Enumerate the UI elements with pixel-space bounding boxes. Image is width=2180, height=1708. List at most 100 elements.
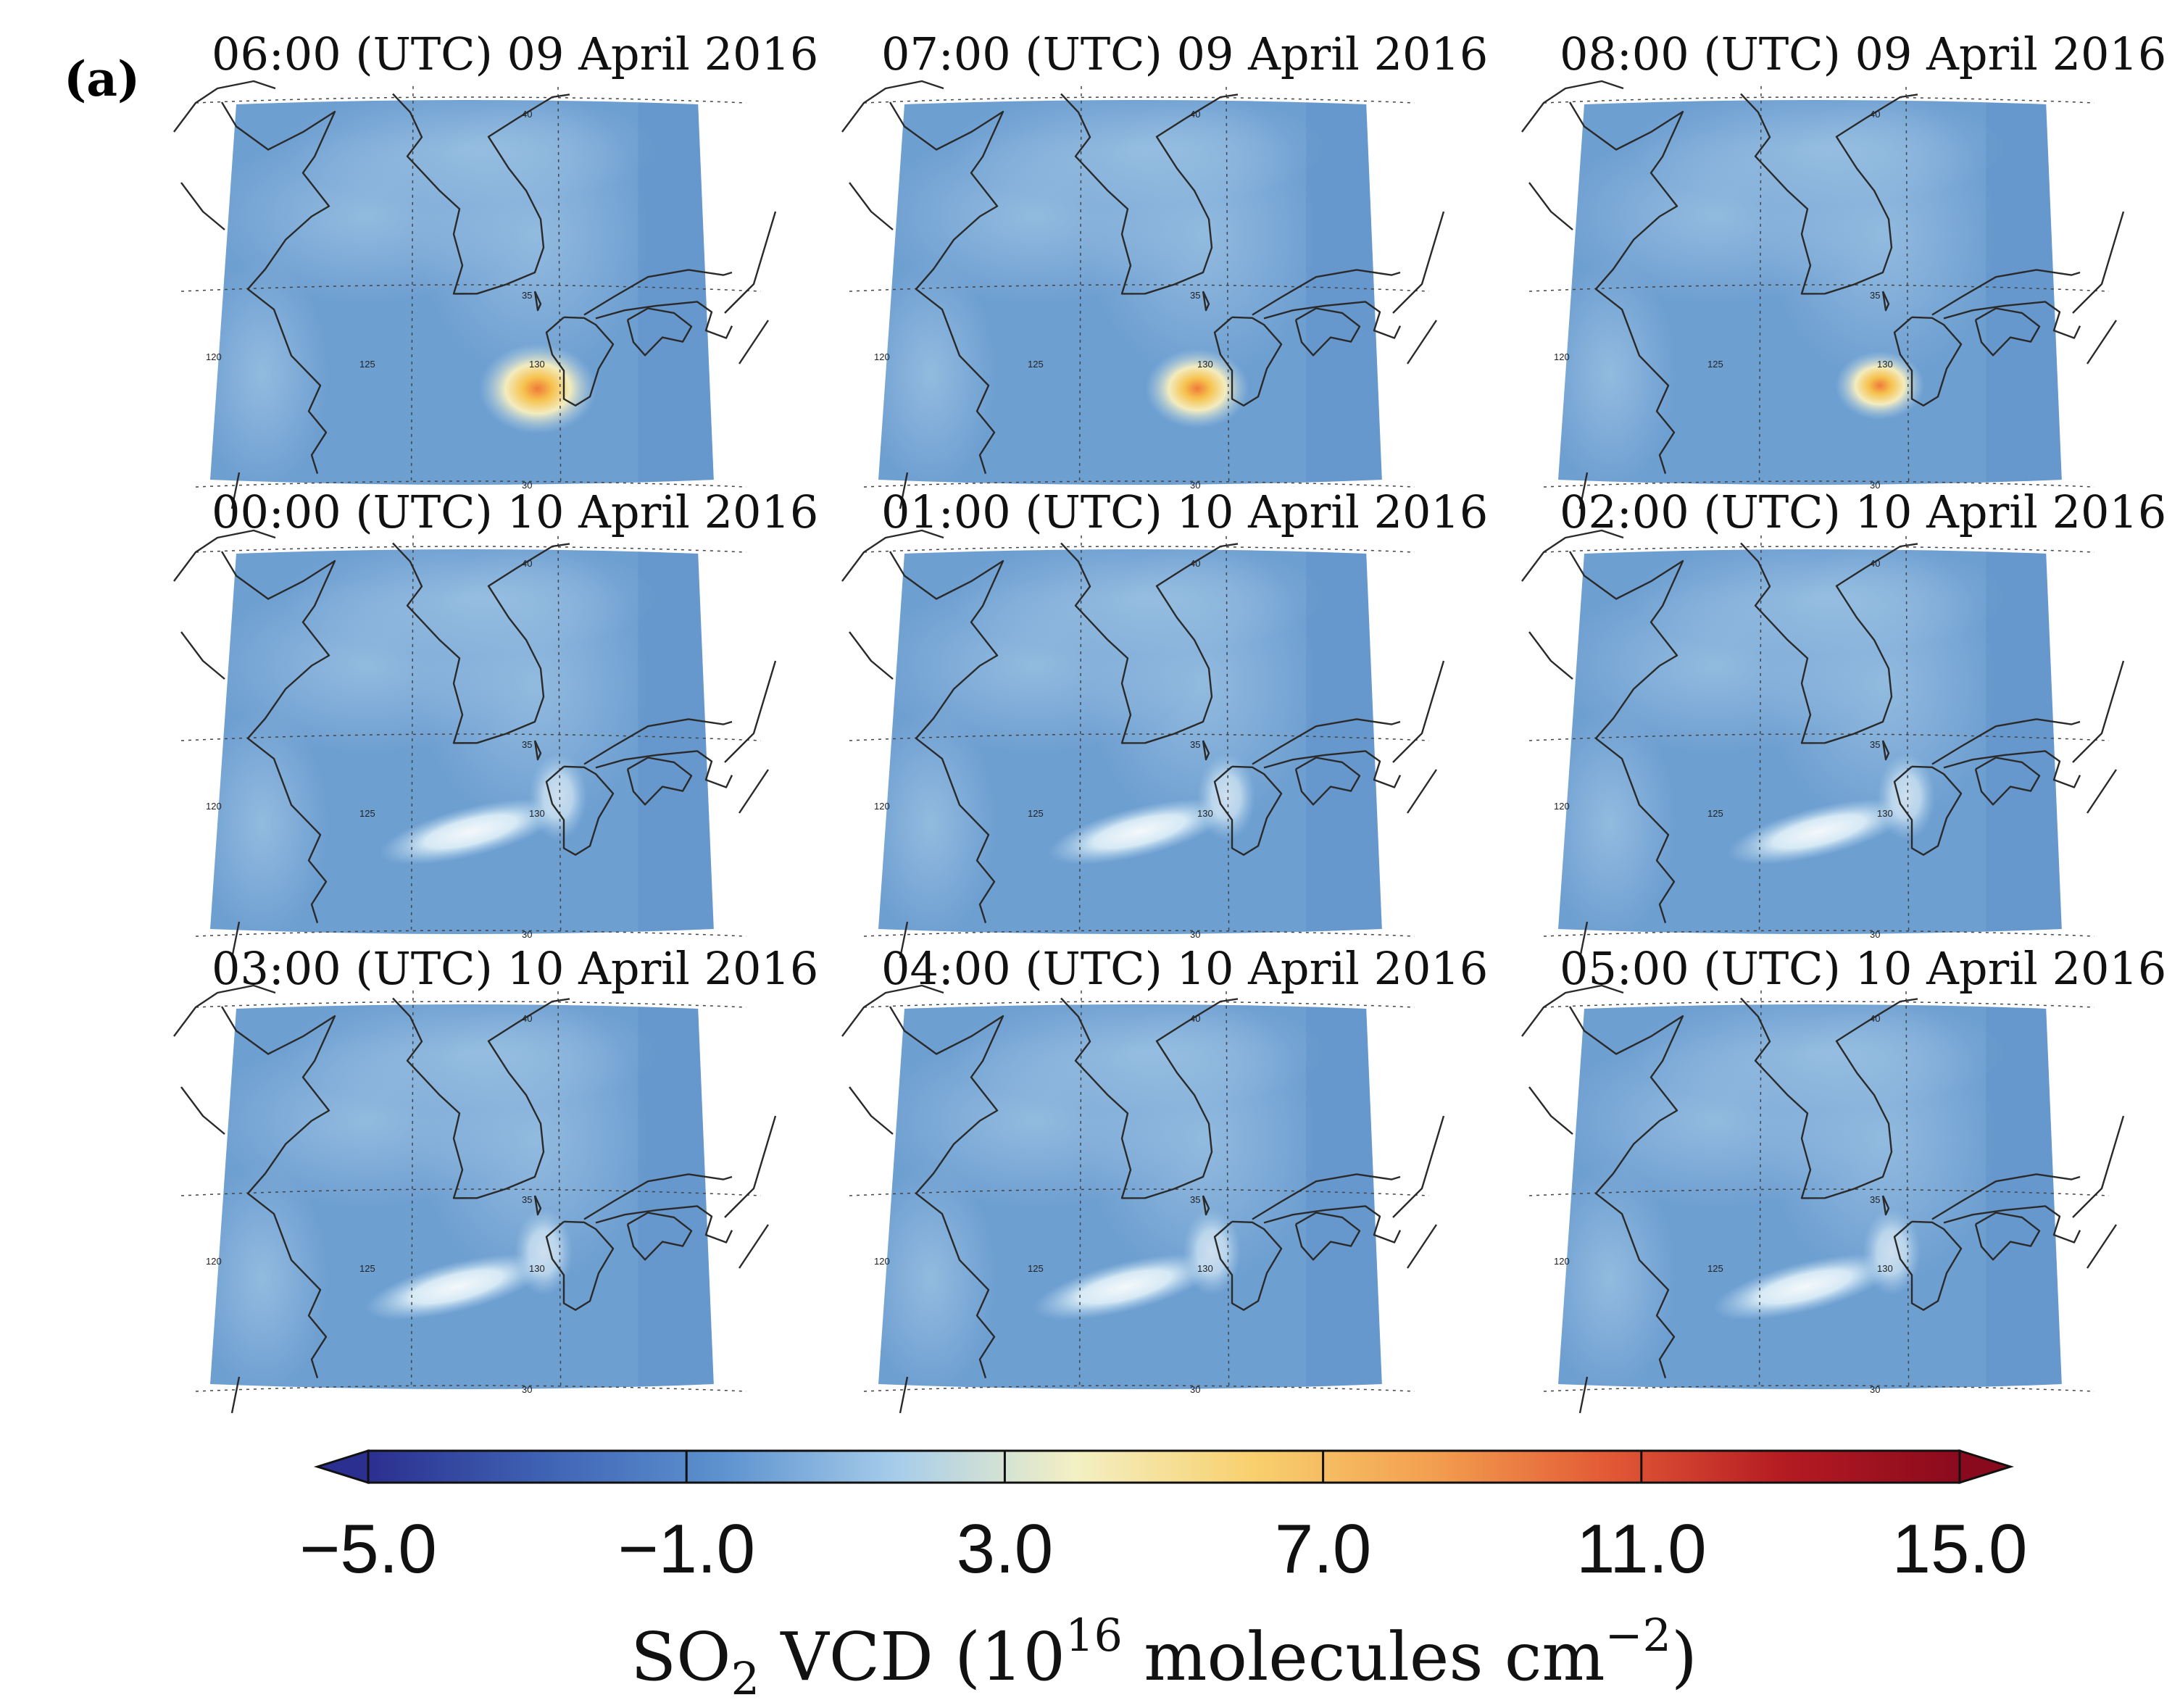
latitude-line: [180, 284, 762, 292]
coastline: [1943, 301, 2081, 339]
coastline-outside: [849, 631, 894, 680]
so2-plume: [1145, 349, 1249, 429]
map-shading: [283, 1004, 660, 1111]
coastline: [583, 718, 733, 765]
coastline: [220, 101, 336, 474]
colorbar: −5.0 −1.0 3.0 7.0 11.0 15.0 SO2 VCD (1016 mol…: [299, 1449, 2027, 1705]
map-shading: [210, 1162, 328, 1389]
map-tick-labels: 120 125 130 40 35 30: [874, 558, 1213, 940]
coastline-outside: [1521, 984, 1624, 1037]
map-tick-labels: 120 125 130 40 35 30: [874, 109, 1213, 491]
so2-plume-tail: [515, 1208, 573, 1296]
coastline: [220, 1006, 336, 1378]
coastline: [1740, 542, 1918, 744]
coastline-outside: [1392, 211, 1445, 314]
coastline: [583, 1173, 733, 1220]
coastline-outside: [180, 631, 225, 680]
longitude-line: [1905, 86, 1910, 481]
longitude-line: [1078, 535, 1082, 930]
coastline: [1060, 542, 1239, 744]
latitude-line: [1543, 930, 2095, 937]
latitude-tick-label: 30: [1870, 929, 1880, 940]
colorbar-extend-max: [1958, 1449, 2015, 1485]
coastline-outside: [230, 921, 241, 959]
so2-plume: [365, 1254, 549, 1320]
longitude-tick-label: 125: [359, 808, 375, 819]
coastline: [1740, 997, 1918, 1199]
coastline-outside: [849, 182, 894, 230]
coastline-outside: [724, 211, 777, 314]
coastline: [1943, 1205, 2081, 1243]
coastline: [1213, 1220, 1283, 1311]
coastline: [1974, 307, 2041, 357]
map-field: [210, 100, 714, 485]
longitude-line: [557, 991, 562, 1386]
map-panel: 08:00 (UTC) 09 April 2016 120 125 130 40 35 30: [1521, 28, 2166, 509]
longitude-tick-label: 125: [359, 359, 375, 370]
map-panel: 03:00 (UTC) 10 April 2016 120 125 130 40 35 30: [173, 942, 818, 1414]
coastline: [1740, 93, 1918, 295]
coastline: [392, 93, 570, 295]
longitude-tick-label: 130: [1197, 1263, 1213, 1274]
coastline-outside: [739, 1224, 769, 1269]
coastline: [595, 750, 733, 788]
coastline: [1202, 291, 1210, 312]
coastline: [1252, 718, 1401, 765]
latitude-tick-label: 40: [1870, 109, 1880, 120]
latitude-tick-label: 35: [1190, 290, 1200, 301]
coastline-outside: [1392, 1115, 1445, 1218]
map-field: [210, 549, 714, 934]
latitude-line: [863, 96, 1415, 104]
latitude-tick-label: 30: [522, 480, 532, 491]
coastline: [1252, 1173, 1401, 1220]
latitude-line: [1543, 1385, 2095, 1392]
coastline-outside: [180, 1086, 225, 1135]
latitude-tick-label: 30: [1870, 1384, 1880, 1395]
coastline: [533, 740, 542, 761]
latitude-tick-label: 40: [1190, 1013, 1200, 1024]
colorbar-tick-label: −1.0: [617, 1510, 755, 1588]
coastline-outside: [1528, 182, 1573, 230]
so2-plume: [1047, 799, 1231, 865]
so2-plume-tail: [529, 753, 587, 841]
coastline: [1893, 316, 1963, 407]
coastline: [545, 765, 615, 856]
coastline: [1881, 740, 1890, 761]
longitude-line: [410, 86, 414, 480]
latitude-tick-label: 40: [1190, 109, 1200, 120]
colorbar-ticks: −5.0 −1.0 3.0 7.0 11.0 15.0: [299, 1451, 2027, 1588]
latitude-tick-label: 40: [522, 1013, 532, 1024]
latitude-tick-label: 40: [1870, 558, 1880, 569]
panel-title: 05:00 (UTC) 10 April 2016: [1560, 942, 2166, 995]
coastlines: [841, 529, 1445, 959]
map-shading: [951, 1004, 1328, 1111]
map-shading: [1631, 1004, 2008, 1111]
map-shading: [210, 707, 328, 934]
coastline-outside: [899, 472, 909, 509]
longitude-tick-label: 130: [1877, 808, 1893, 819]
coastline-outside: [1407, 1224, 1437, 1269]
coastlines: [1521, 80, 2125, 509]
coastline: [1893, 1220, 1963, 1311]
coastline-outside: [899, 1376, 909, 1414]
latitude-tick-label: 30: [1870, 480, 1880, 491]
latitude-line: [1543, 546, 2095, 553]
map-field: [1558, 1004, 2062, 1389]
longitude-tick-label: 125: [1707, 1263, 1723, 1274]
longitude-line: [1905, 991, 1910, 1386]
longitude-line: [557, 536, 562, 930]
latitude-line: [195, 546, 747, 553]
coastlines: [841, 80, 1445, 509]
coastlines: [173, 984, 777, 1414]
map-tick-labels: 120 125 130 40 35 30: [206, 1013, 545, 1395]
coastline-outside: [1528, 631, 1573, 680]
longitude-tick-label: 120: [874, 351, 890, 362]
graticule: [1528, 990, 2110, 1392]
map-panel: 01:00 (UTC) 10 April 2016 120 125 130 40 35 30: [841, 486, 1488, 959]
coastline: [889, 551, 1004, 923]
coastline-outside: [1528, 1086, 1573, 1135]
map-tick-labels: 120 125 130 40 35 30: [1554, 558, 1893, 940]
coastline: [1202, 740, 1210, 761]
latitude-line: [195, 1385, 747, 1392]
latitude-tick-label: 35: [522, 739, 532, 750]
